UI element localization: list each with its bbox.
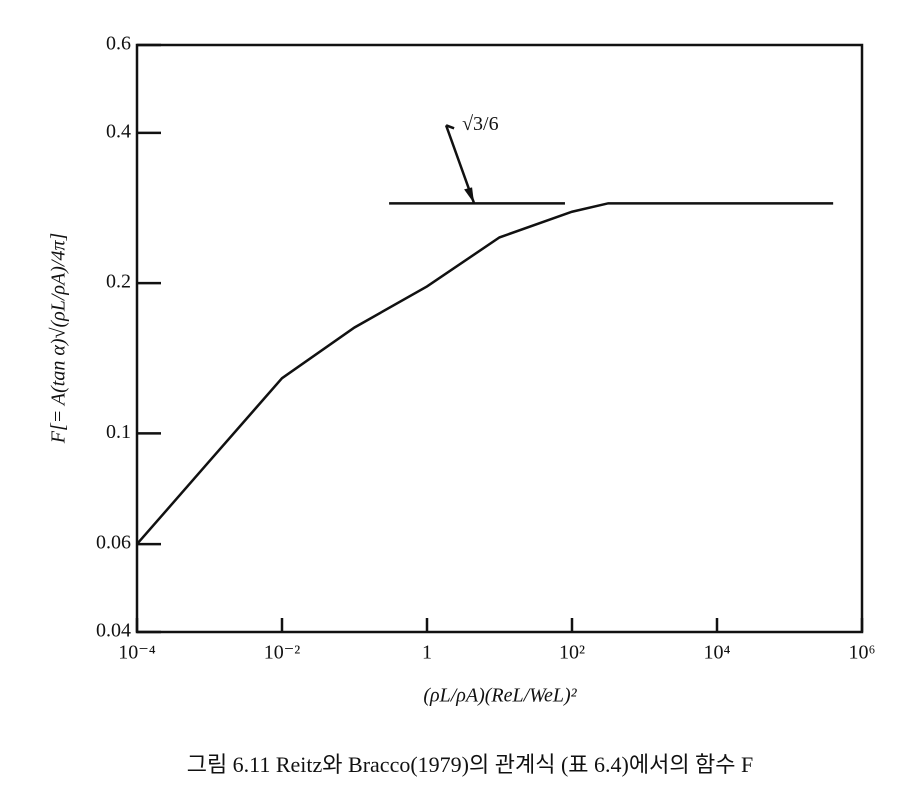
- y-axis-label: F[= A(tan α)√(ρL/ρA)/4π]: [48, 233, 70, 444]
- plot-frame: [135, 43, 864, 634]
- x-tick-label: 10⁻²: [264, 642, 301, 664]
- y-tick-label: 0.2: [106, 271, 131, 293]
- x-tick-label: 10⁻⁴: [118, 642, 156, 664]
- arrow-head: [464, 187, 475, 204]
- x-tick-label: 10⁶: [849, 642, 876, 664]
- y-tick-label: 0.06: [96, 532, 131, 554]
- y-tick-label: 0.1: [106, 421, 131, 443]
- y-tick-label: 0.4: [106, 120, 131, 142]
- x-tick-label: 1: [422, 642, 432, 664]
- curve: [136, 202, 834, 545]
- x-tick-label: 10²: [559, 642, 585, 664]
- caption: 그림 6.11 Reitz와 Bracco(1979)의 관계식 (표 6.4)…: [187, 752, 754, 777]
- annotation: √3/6: [462, 113, 499, 135]
- y-tick-label: 0.04: [96, 620, 131, 642]
- y-tick-label: 0.6: [106, 33, 131, 55]
- x-axis-label: (ρL/ρA)(ReL/WeL)²: [423, 685, 577, 707]
- x-tick-label: 10⁴: [704, 642, 731, 664]
